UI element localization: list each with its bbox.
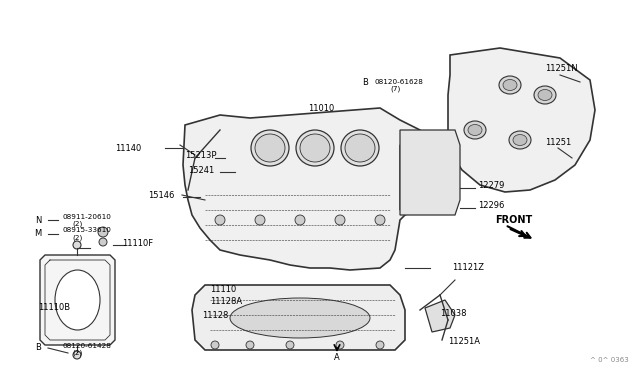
Ellipse shape bbox=[468, 125, 482, 135]
Polygon shape bbox=[400, 130, 460, 215]
Text: 11038: 11038 bbox=[440, 308, 467, 317]
Text: N: N bbox=[35, 215, 41, 224]
Circle shape bbox=[295, 215, 305, 225]
Ellipse shape bbox=[341, 130, 379, 166]
Text: 11128A: 11128A bbox=[210, 298, 242, 307]
Text: 11110: 11110 bbox=[210, 285, 236, 295]
Text: A: A bbox=[334, 353, 340, 362]
Circle shape bbox=[376, 341, 384, 349]
Text: 11121Z: 11121Z bbox=[452, 263, 484, 273]
Text: M: M bbox=[35, 228, 42, 237]
Circle shape bbox=[335, 215, 345, 225]
Text: 11110F: 11110F bbox=[122, 238, 153, 247]
Circle shape bbox=[336, 341, 344, 349]
Ellipse shape bbox=[509, 131, 531, 149]
Circle shape bbox=[255, 215, 265, 225]
Text: 11128: 11128 bbox=[202, 311, 228, 321]
Ellipse shape bbox=[503, 80, 517, 90]
Polygon shape bbox=[400, 145, 445, 210]
Text: 15213P: 15213P bbox=[185, 151, 216, 160]
Ellipse shape bbox=[499, 76, 521, 94]
Circle shape bbox=[98, 227, 108, 237]
Text: 11251: 11251 bbox=[545, 138, 572, 147]
Text: (2): (2) bbox=[72, 350, 83, 356]
Ellipse shape bbox=[255, 134, 285, 162]
Polygon shape bbox=[40, 255, 115, 345]
Text: (2): (2) bbox=[72, 235, 83, 241]
Circle shape bbox=[99, 238, 107, 246]
Circle shape bbox=[73, 351, 81, 359]
Ellipse shape bbox=[300, 134, 330, 162]
Text: 15241: 15241 bbox=[188, 166, 214, 174]
Circle shape bbox=[73, 241, 81, 249]
Ellipse shape bbox=[345, 134, 375, 162]
Polygon shape bbox=[425, 300, 455, 332]
Ellipse shape bbox=[538, 90, 552, 100]
Text: 08911-20610: 08911-20610 bbox=[62, 214, 111, 220]
Ellipse shape bbox=[296, 130, 334, 166]
Text: (2): (2) bbox=[72, 221, 83, 227]
Circle shape bbox=[286, 341, 294, 349]
Text: 12279: 12279 bbox=[478, 180, 504, 189]
Text: B: B bbox=[362, 77, 368, 87]
Ellipse shape bbox=[251, 130, 289, 166]
Polygon shape bbox=[183, 108, 440, 270]
Text: FRONT: FRONT bbox=[495, 215, 532, 225]
Text: 11251N: 11251N bbox=[545, 64, 578, 73]
Circle shape bbox=[246, 341, 254, 349]
Polygon shape bbox=[448, 48, 595, 192]
Text: 11010: 11010 bbox=[308, 103, 334, 112]
Ellipse shape bbox=[230, 298, 370, 338]
Text: 11110B: 11110B bbox=[38, 304, 70, 312]
Text: 15146: 15146 bbox=[148, 190, 174, 199]
Text: 08915-33610: 08915-33610 bbox=[62, 227, 111, 233]
Text: 08120-61628: 08120-61628 bbox=[375, 79, 424, 85]
Text: (7): (7) bbox=[390, 86, 400, 92]
Ellipse shape bbox=[513, 135, 527, 145]
Ellipse shape bbox=[464, 121, 486, 139]
Text: ^ 0^ 0363: ^ 0^ 0363 bbox=[590, 357, 628, 363]
Circle shape bbox=[375, 215, 385, 225]
Ellipse shape bbox=[534, 86, 556, 104]
Text: 08120-61428: 08120-61428 bbox=[62, 343, 111, 349]
Ellipse shape bbox=[55, 270, 100, 330]
Text: 11251A: 11251A bbox=[448, 337, 480, 346]
Circle shape bbox=[211, 341, 219, 349]
Polygon shape bbox=[192, 285, 405, 350]
Text: B: B bbox=[35, 343, 41, 353]
Circle shape bbox=[215, 215, 225, 225]
Text: 11140: 11140 bbox=[115, 144, 141, 153]
Text: 12296: 12296 bbox=[478, 201, 504, 209]
